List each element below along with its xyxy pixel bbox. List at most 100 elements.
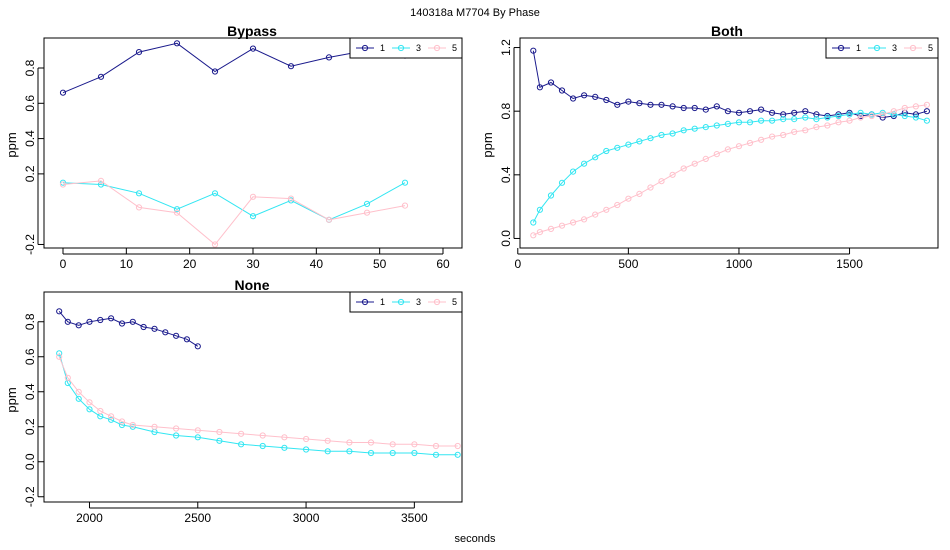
y-tick-label-bypass: 0.2 bbox=[23, 165, 37, 182]
data-point-none-3 bbox=[454, 451, 461, 458]
legend-both: 1 3 5 bbox=[825, 37, 939, 59]
series-line-bypass-5 bbox=[62, 180, 406, 246]
data-point-both-1 bbox=[791, 109, 798, 116]
data-point-bypass-5 bbox=[325, 216, 333, 223]
data-point-bypass-3 bbox=[401, 179, 409, 186]
data-point-none-5 bbox=[259, 432, 266, 439]
legend-swatch-marker-3 bbox=[397, 298, 405, 306]
data-point-bypass-3 bbox=[135, 190, 143, 197]
data-point-both-1 bbox=[658, 101, 665, 108]
data-point-both-1 bbox=[636, 100, 643, 107]
data-point-none-3 bbox=[324, 448, 331, 455]
data-point-none-1 bbox=[140, 323, 147, 331]
series-line-none-1 bbox=[58, 310, 199, 347]
data-point-none-5 bbox=[118, 418, 126, 425]
data-point-none-1 bbox=[75, 322, 82, 329]
y-tick-label-both: 0.8 bbox=[499, 103, 513, 120]
y-tick-label-both: 0.0 bbox=[499, 230, 513, 247]
data-point-bypass-5 bbox=[173, 209, 181, 216]
legend-bypass: 1 3 5 bbox=[349, 37, 463, 59]
data-point-both-1 bbox=[625, 98, 632, 105]
data-point-both-3 bbox=[625, 141, 632, 148]
data-point-both-1 bbox=[769, 109, 776, 116]
data-point-none-5 bbox=[108, 413, 115, 420]
data-point-both-5 bbox=[713, 151, 720, 158]
data-point-both-5 bbox=[570, 219, 577, 226]
data-point-both-1 bbox=[923, 108, 931, 115]
data-point-both-3 bbox=[724, 120, 732, 128]
data-point-bypass-3 bbox=[97, 181, 105, 188]
data-point-both-5 bbox=[530, 232, 537, 239]
legend-swatch-marker-5 bbox=[433, 44, 441, 52]
y-tick-label-none: 0.4 bbox=[23, 383, 37, 400]
data-point-both-1 bbox=[530, 47, 537, 54]
data-point-both-1 bbox=[581, 92, 588, 99]
data-point-bypass-3 bbox=[249, 213, 257, 220]
data-point-none-1 bbox=[129, 318, 136, 325]
data-point-none-5 bbox=[173, 425, 180, 432]
data-point-both-5 bbox=[780, 131, 787, 139]
series-line-none-3 bbox=[58, 353, 458, 456]
data-point-both-3 bbox=[769, 117, 776, 124]
data-point-both-3 bbox=[758, 117, 765, 124]
x-tick-label-bypass: 0 bbox=[60, 257, 67, 271]
data-point-both-3 bbox=[669, 130, 676, 137]
data-point-both-5 bbox=[536, 229, 544, 236]
legend-label-5: 5 bbox=[928, 43, 933, 53]
data-point-both-5 bbox=[824, 122, 831, 129]
data-point-both-1 bbox=[813, 111, 820, 118]
data-point-both-5 bbox=[769, 133, 776, 140]
plot-frame-both bbox=[519, 37, 939, 249]
data-point-bypass-1 bbox=[287, 63, 295, 70]
data-point-both-3 bbox=[702, 124, 709, 131]
data-point-both-5 bbox=[669, 171, 676, 178]
legend-label-5: 5 bbox=[452, 43, 457, 53]
data-point-both-5 bbox=[647, 184, 654, 191]
data-point-bypass-5 bbox=[135, 204, 143, 211]
legend-none: 1 3 5 bbox=[349, 291, 463, 313]
data-point-both-1 bbox=[536, 84, 544, 91]
ylabel-both: ppm bbox=[480, 132, 495, 157]
y-tick-label-bypass: 0.8 bbox=[23, 59, 37, 76]
legend-swatch-marker-5 bbox=[433, 298, 441, 306]
x-tick-label-bypass: 50 bbox=[373, 257, 387, 271]
data-point-both-5 bbox=[614, 201, 621, 209]
data-point-none-1 bbox=[108, 315, 115, 322]
data-point-both-1 bbox=[570, 95, 577, 102]
data-point-none-3 bbox=[118, 421, 126, 429]
legend-swatch-marker-1 bbox=[837, 44, 845, 52]
y-tick-label-bypass: 0.4 bbox=[23, 130, 37, 147]
data-point-both-5 bbox=[592, 211, 599, 218]
data-point-both-5 bbox=[625, 195, 632, 202]
data-point-both-5 bbox=[558, 222, 566, 229]
plot-area-both bbox=[530, 47, 931, 239]
panel-title-both: Both bbox=[711, 23, 743, 39]
ylabel-none: ppm bbox=[4, 387, 19, 412]
plot-area-none bbox=[56, 308, 461, 458]
data-point-both-1 bbox=[691, 104, 698, 112]
data-point-both-3 bbox=[901, 112, 908, 120]
series-line-bypass-3 bbox=[62, 182, 406, 221]
data-point-none-5 bbox=[129, 421, 136, 429]
x-tick-label-none: 3000 bbox=[293, 511, 320, 525]
y-tick-label-bypass: -0.2 bbox=[23, 234, 37, 255]
y-tick-label-none: 0.0 bbox=[23, 453, 37, 470]
y-tick-label-bypass: 0.6 bbox=[23, 95, 37, 112]
data-point-both-5 bbox=[868, 112, 875, 120]
plot-area-bypass bbox=[59, 40, 409, 248]
data-point-none-5 bbox=[151, 423, 158, 430]
panel-none: None ppm 2000 2500 3000 3500 -0.2 0.0 0.2 0.4 0.… bbox=[4, 277, 463, 525]
x-tick-label-both: 500 bbox=[618, 257, 638, 271]
legend-swatch-marker-1 bbox=[361, 298, 369, 306]
data-point-none-3 bbox=[173, 432, 180, 439]
legend-label-3: 3 bbox=[416, 43, 421, 53]
data-point-none-3 bbox=[56, 350, 63, 357]
data-point-none-5 bbox=[432, 442, 440, 450]
data-point-both-5 bbox=[890, 108, 897, 115]
data-point-none-3 bbox=[389, 449, 396, 457]
data-point-both-1 bbox=[713, 103, 720, 110]
data-point-none-1 bbox=[183, 336, 190, 343]
y-tick-label-none: 0.8 bbox=[23, 313, 37, 330]
data-point-none-1 bbox=[162, 329, 169, 336]
